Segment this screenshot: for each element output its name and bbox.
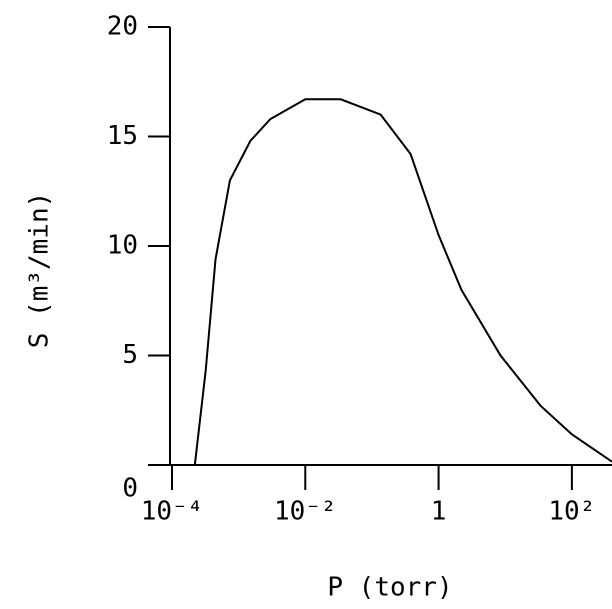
data-line bbox=[193, 98, 612, 466]
y-tick-label: 5 bbox=[122, 340, 138, 370]
x-axis-label: P (torr) bbox=[327, 573, 452, 603]
y-axis-label: S (m³/min) bbox=[25, 192, 55, 349]
y-tick-label: 0 bbox=[122, 474, 138, 504]
x-tick-label: 10⁻⁴ bbox=[141, 497, 204, 527]
x-tick-label: 10² bbox=[548, 497, 595, 527]
x-tick-label: 10⁻² bbox=[274, 497, 337, 527]
y-tick-label: 15 bbox=[107, 121, 138, 151]
y-tick-label: 20 bbox=[107, 12, 138, 42]
y-tick-label: 10 bbox=[107, 231, 138, 261]
x-tick-label: 1 bbox=[431, 497, 447, 527]
